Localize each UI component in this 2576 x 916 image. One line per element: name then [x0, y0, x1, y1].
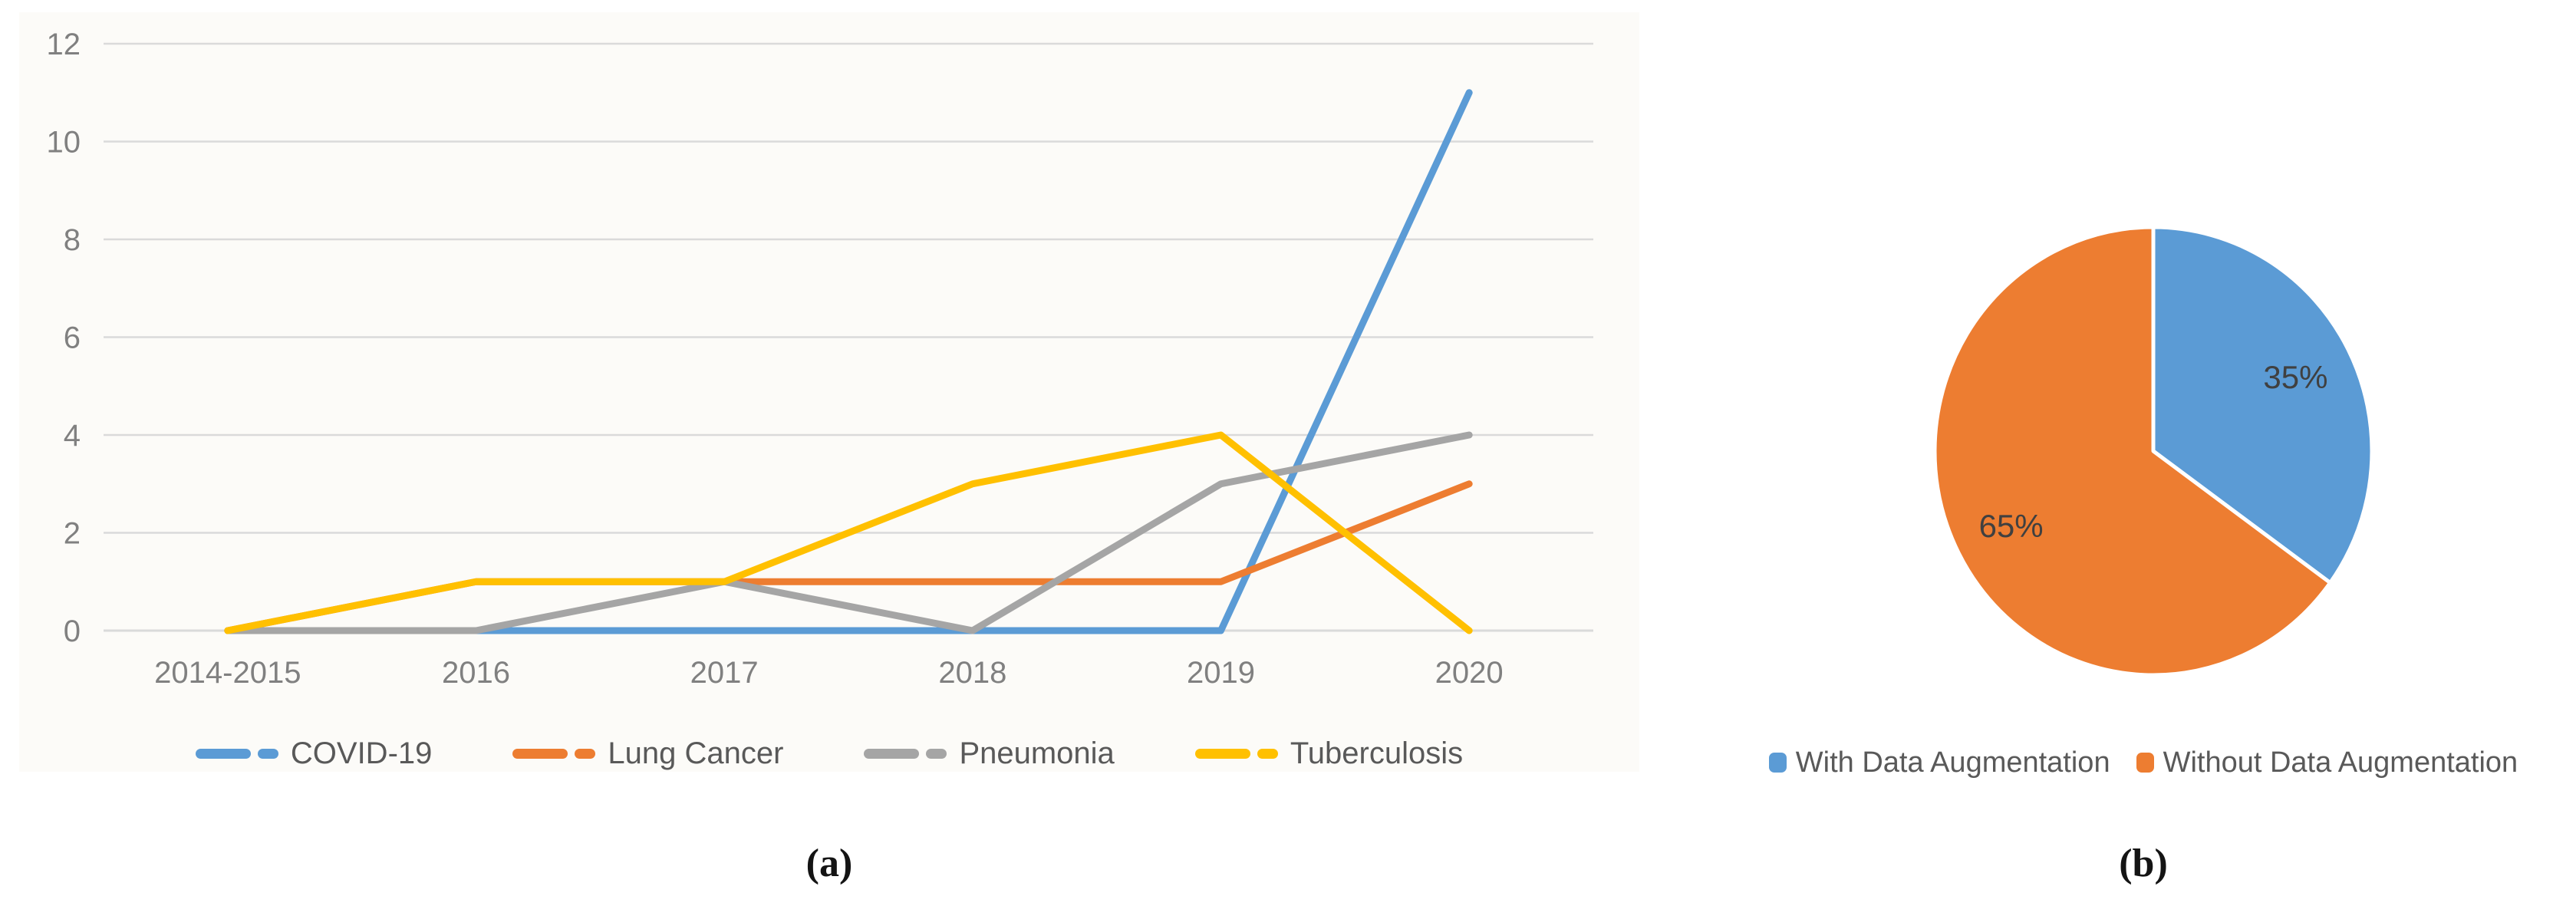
line-chart: 0 2 4 6 8 10 12 2014-2015 2016 2017 2018 2019 2020 [47, 28, 1593, 690]
x-tick-label-2020: 2020 [1435, 656, 1504, 690]
line-chart-legend: COVID-19 Lung Cancer Pneumonia Tuberculo… [19, 730, 1639, 776]
series-line-covid-19 [224, 89, 1473, 634]
pie-chart-panel: 35% 65% With Data Augmentation Without Da… [1711, 12, 2576, 802]
caption-a: (a) [805, 842, 853, 885]
legend-label-without-data-augmentation: Without Data Augmentation [2163, 746, 2518, 779]
series-line-pneumonia [224, 431, 1473, 634]
x-tick-label-2017: 2017 [690, 656, 759, 690]
legend-label-lung-cancer: Lung Cancer [608, 736, 784, 770]
legend-item-covid-19: COVID-19 [195, 736, 433, 770]
lung-cancer-line-swatch [512, 748, 596, 759]
legend-item-tuberculosis: Tuberculosis [1194, 736, 1464, 770]
without-data-augmentation-swatch [2136, 753, 2154, 773]
y-tick-label-8: 8 [64, 223, 81, 257]
legend-item-without-data-augmentation: Without Data Augmentation [2136, 748, 2518, 777]
caption-b: (b) [2119, 842, 2168, 885]
x-tick-label-2016: 2016 [442, 656, 510, 690]
legend-label-covid-19: COVID-19 [290, 736, 433, 770]
legend-item-with-data-augmentation: With Data Augmentation [1768, 746, 2110, 779]
pie-value-label-without-data-augmentation: 65% [1979, 508, 2044, 544]
pneumonia-line-swatch [864, 748, 947, 759]
y-tick-label-4: 4 [64, 419, 81, 453]
line-chart-panel: 0 2 4 6 8 10 12 2014-2015 2016 2017 2018 2019 2020 C… [19, 12, 1639, 772]
pie-value-label-with-data-augmentation: 35% [2263, 359, 2327, 395]
legend-label-pneumonia: Pneumonia [959, 736, 1115, 770]
y-tick-label-2: 2 [64, 517, 81, 551]
y-tick-label-12: 12 [47, 28, 81, 61]
y-tick-label-0: 0 [64, 615, 81, 648]
x-tick-label-2014-2015: 2014-2015 [154, 656, 301, 690]
pie-chart-legend: With Data Augmentation Without Data Augm… [1711, 743, 2576, 783]
legend-label-tuberculosis: Tuberculosis [1290, 736, 1464, 770]
legend-item-pneumonia: Pneumonia [864, 736, 1115, 770]
legend-item-lung-cancer: Lung Cancer [512, 738, 783, 769]
with-data-augmentation-swatch [1768, 753, 1787, 773]
pie-slice-without-data-augmentation [1932, 225, 2333, 677]
x-tick-label-2019: 2019 [1187, 656, 1255, 690]
pie-slice-with-data-augmentation [2151, 225, 2374, 585]
tuberculosis-line-swatch [1194, 748, 1278, 759]
pie-chart: 35% 65% [1932, 225, 2374, 677]
y-tick-label-10: 10 [47, 126, 81, 160]
legend-label-with-data-augmentation: With Data Augmentation [1795, 746, 2110, 779]
covid-19-line-swatch [195, 748, 278, 759]
x-tick-label-2018: 2018 [938, 656, 1006, 690]
y-tick-label-6: 6 [64, 321, 81, 355]
series-line-tuberculosis [224, 431, 1473, 634]
